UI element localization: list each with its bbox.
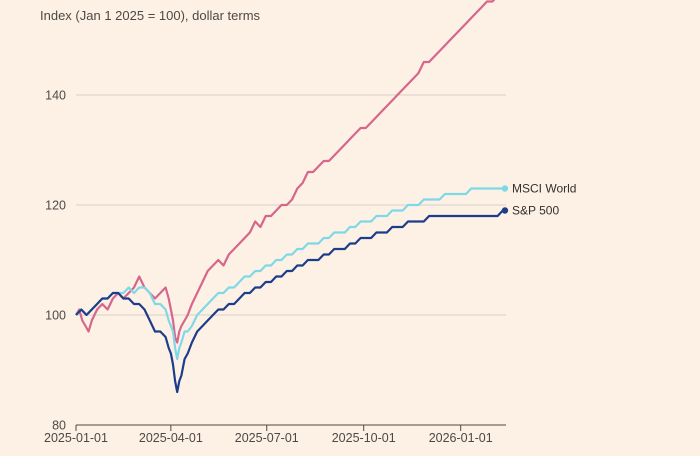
y-tick-label: 120 bbox=[45, 199, 66, 213]
x-tick-label: 2025-10-01 bbox=[332, 431, 396, 445]
y-tick-label: 100 bbox=[45, 309, 66, 323]
y-tick-label: 80 bbox=[52, 419, 66, 433]
series-end-dot-msci-world bbox=[501, 185, 509, 192]
gridlines: 80 100 120 140 bbox=[45, 89, 506, 433]
legend-label-msci-world: MSCI World bbox=[512, 182, 576, 196]
y-axis-title: Index (Jan 1 2025 = 100), dollar terms bbox=[40, 8, 261, 23]
series-line-msci-emerging-markets bbox=[75, 0, 496, 344]
legend-label-msci-emerging-markets: Markets bbox=[512, 0, 555, 1]
y-tick-label: 140 bbox=[45, 89, 66, 103]
legend-label-s-p-500: S&P 500 bbox=[512, 204, 559, 218]
x-tick-label: 2025-07-01 bbox=[235, 431, 299, 445]
x-tick-label: 2025-04-01 bbox=[139, 431, 203, 445]
x-tick-label: 2025-01-01 bbox=[44, 431, 108, 445]
series-line-msci-world bbox=[75, 187, 505, 361]
series-lines bbox=[75, 0, 509, 394]
series-end-dot-s-p-500 bbox=[501, 207, 509, 214]
x-axis: 2025-01-01 2025-04-01 2025-07-01 2025-10-01… bbox=[44, 424, 506, 445]
series-line-s-p-500 bbox=[75, 209, 505, 394]
x-tick-label: 2026-01-01 bbox=[429, 431, 493, 445]
